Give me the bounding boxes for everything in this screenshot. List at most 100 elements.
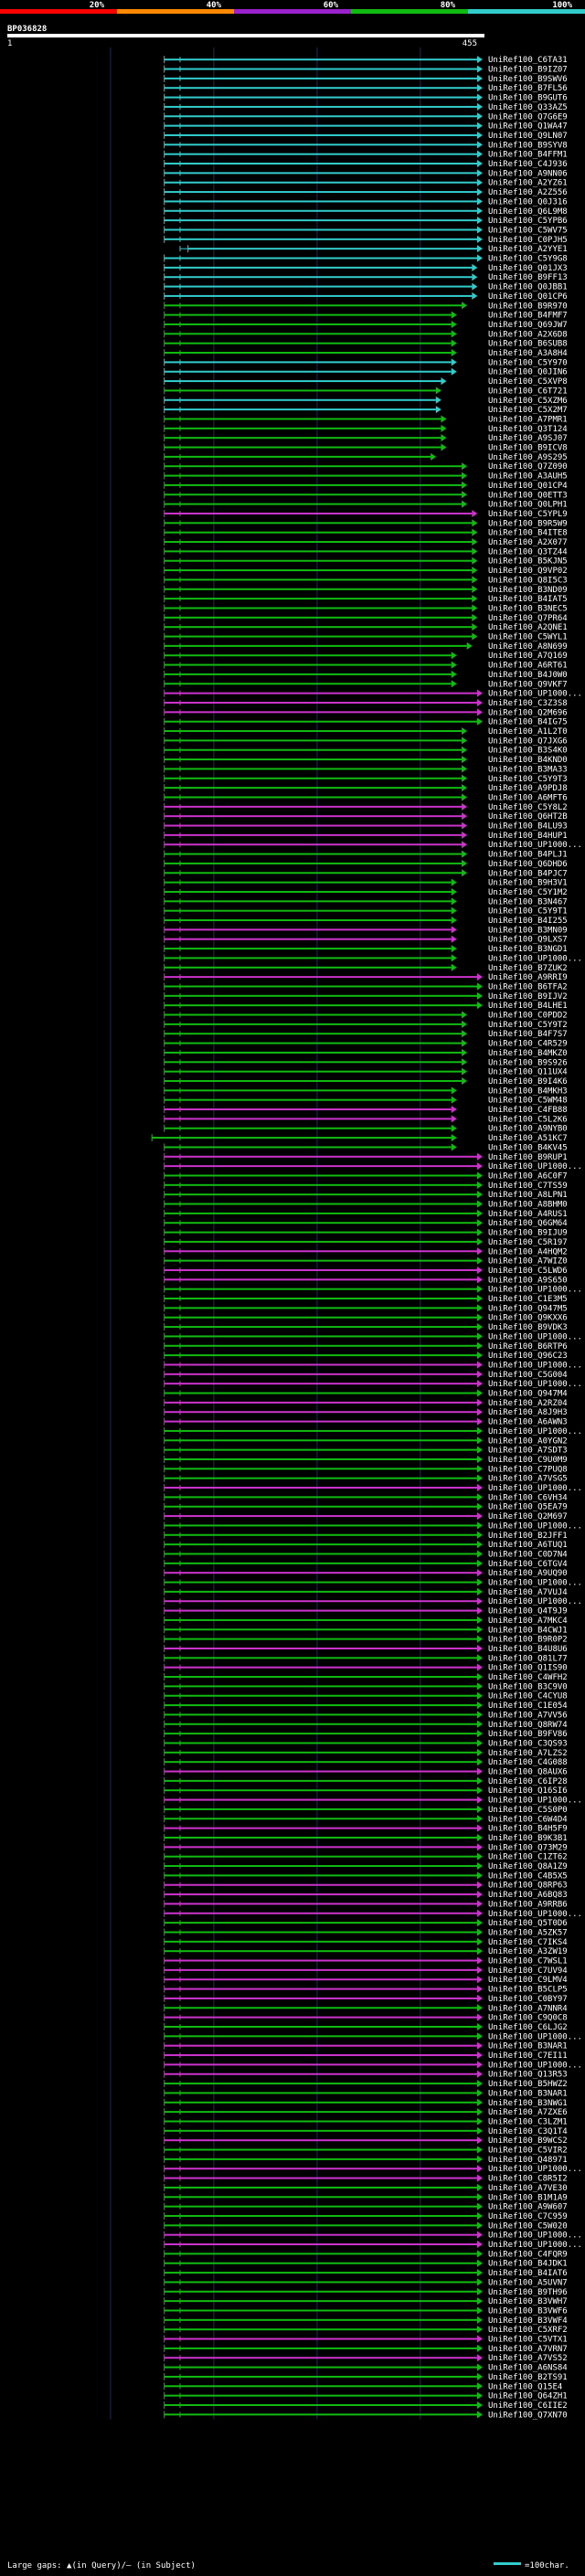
hit-label[interactable]: UniRef100_C6T721 [488,387,568,396]
hit-label[interactable]: UniRef100_Q6DHD6 [488,860,568,869]
hit-row[interactable]: UniRef100_C0BY97 [164,1994,568,2004]
hit-row[interactable]: UniRef100_Q48971 [164,2155,568,2165]
hit-row[interactable]: UniRef100_A0YGN2 [164,1436,568,1446]
hit-row[interactable]: UniRef100_C9LMV4 [164,1976,568,1985]
hit-label[interactable]: UniRef100_Q69JW7 [488,321,568,330]
hit-label[interactable]: UniRef100_C5WYL1 [488,633,568,642]
hit-label[interactable]: UniRef100_A7ZXE6 [488,2108,568,2117]
hit-label[interactable]: UniRef100_C9Q0C8 [488,2014,568,2023]
hit-row[interactable]: UniRef100_B9GUT6 [164,93,568,103]
hit-label[interactable]: UniRef100_A6MFT6 [488,793,568,802]
hit-label[interactable]: UniRef100_B9I4K6 [488,1077,568,1087]
hit-row[interactable]: UniRef100_A6C0F7 [164,1171,568,1181]
hit-row[interactable]: UniRef100_A9PDJ8 [164,784,568,793]
hit-row[interactable]: UniRef100_Q15E4 [164,2382,563,2391]
hit-row[interactable]: UniRef100_C8R5I2 [164,2174,568,2184]
hit-label[interactable]: UniRef100_A5UVN7 [488,2278,568,2287]
hit-label[interactable]: UniRef100_UP1000... [488,841,582,850]
hit-row[interactable]: UniRef100_B3ND09 [164,585,568,595]
hit-row[interactable]: UniRef100_B3MN09 [164,926,568,935]
hit-row[interactable]: UniRef100_B9RUP1 [164,1152,568,1162]
hit-label[interactable]: UniRef100_C6TGV4 [488,1560,568,1569]
hit-label[interactable]: UniRef100_A9S295 [488,453,568,462]
hit-label[interactable]: UniRef100_UP1000... [488,1484,582,1493]
hit-row[interactable]: UniRef100_B9SWV6 [164,74,568,84]
hit-row[interactable]: UniRef100_C5Y8L2 [164,802,568,812]
hit-label[interactable]: UniRef100_Q6L9M8 [488,207,568,217]
hit-label[interactable]: UniRef100_Q0ETT3 [488,491,568,500]
hit-label[interactable]: UniRef100_UP1000... [488,2032,582,2041]
hit-row[interactable]: UniRef100_Q1IS90 [164,1663,568,1673]
hit-label[interactable]: UniRef100_UP1000... [488,2241,582,2250]
hit-row[interactable]: UniRef100_A9UQ90 [164,1569,568,1578]
hit-label[interactable]: UniRef100_C9U0M9 [488,1456,568,1465]
hit-label[interactable]: UniRef100_C5LWD6 [488,1267,568,1276]
hit-row[interactable]: UniRef100_C0PJH5 [164,235,568,245]
hit-label[interactable]: UniRef100_A6RT61 [488,662,568,671]
hit-row[interactable]: UniRef100_A2YYE1 [179,245,568,254]
hit-row[interactable]: UniRef100_C3QS93 [164,1739,568,1748]
hit-row[interactable]: UniRef100_UP1000... [164,2231,582,2241]
hit-label[interactable]: UniRef100_Q7JXG6 [488,737,568,746]
hit-row[interactable]: UniRef100_B9FF13 [164,273,568,282]
hit-row[interactable]: UniRef100_B9IJV2 [164,991,568,1002]
hit-row[interactable]: UniRef100_B4FFM1 [164,150,568,160]
hit-row[interactable]: UniRef100_C6TA31 [164,56,568,65]
hit-row[interactable]: UniRef100_B4JDK1 [164,2259,568,2269]
hit-label[interactable]: UniRef100_A8LPN1 [488,1191,568,1200]
hit-row[interactable]: UniRef100_A2QNE1 [164,623,568,632]
hit-row[interactable]: UniRef100_A2Z556 [164,188,568,197]
hit-row[interactable]: UniRef100_Q13R53 [164,2070,568,2080]
hit-label[interactable]: UniRef100_B2JFF1 [488,1532,568,1541]
hit-label[interactable]: UniRef100_C6W4D4 [488,1815,568,1824]
hit-label[interactable]: UniRef100_B9FV86 [488,1730,568,1739]
hit-row[interactable]: UniRef100_UP1000... [164,2032,582,2041]
hit-row[interactable]: UniRef100_Q947M4 [164,1389,568,1399]
hit-row[interactable]: UniRef100_C5WYL1 [164,632,568,642]
hit-label[interactable]: UniRef100_Q3T124 [488,425,568,434]
hit-label[interactable]: UniRef100_B4LU93 [488,822,568,832]
hit-label[interactable]: UniRef100_A9W607 [488,2203,568,2212]
hit-label[interactable]: UniRef100_Q64ZH1 [488,2392,568,2401]
hit-label[interactable]: UniRef100_A7LZS2 [488,1749,568,1758]
hit-row[interactable]: UniRef100_UP1000... [164,1162,582,1171]
hit-label[interactable]: UniRef100_C5YPL9 [488,510,568,519]
hit-row[interactable]: UniRef100_A7VS52 [164,2354,568,2363]
hit-label[interactable]: UniRef100_B9R0P2 [488,1636,568,1645]
hit-label[interactable]: UniRef100_Q2M696 [488,708,568,717]
hit-label[interactable]: UniRef100_Q5T0D6 [488,1919,568,1928]
hit-label[interactable]: UniRef100_B4J0W0 [488,671,568,680]
hit-row[interactable]: UniRef100_A6AWN3 [164,1417,568,1427]
hit-label[interactable]: UniRef100_B4PLJ1 [488,851,568,860]
hit-label[interactable]: UniRef100_C4B5X5 [488,1871,568,1881]
hit-row[interactable]: UniRef100_C9Q0C8 [164,2013,568,2023]
hit-row[interactable]: UniRef100_A2YZ61 [164,178,568,188]
hit-label[interactable]: UniRef100_Q81L77 [488,1654,568,1663]
hit-row[interactable]: UniRef100_C7EI11 [164,2051,568,2061]
hit-label[interactable]: UniRef100_B9SWV6 [488,75,568,84]
hit-label[interactable]: UniRef100_A3A8H4 [488,349,568,358]
hit-row[interactable]: UniRef100_C4G088 [164,1758,568,1767]
hit-label[interactable]: UniRef100_C6TA31 [488,56,568,65]
hit-label[interactable]: UniRef100_B5CLP5 [488,1986,568,1995]
hit-row[interactable]: UniRef100_Q4T9J9 [164,1606,568,1617]
hit-label[interactable]: UniRef100_C3LZM1 [488,2117,568,2126]
hit-label[interactable]: UniRef100_C5R197 [488,1238,568,1247]
hit-row[interactable]: UniRef100_A7ZXE6 [164,2108,568,2117]
hit-row[interactable]: UniRef100_B4KV45 [164,1143,568,1152]
hit-label[interactable]: UniRef100_Q9LN07 [488,132,568,141]
hit-label[interactable]: UniRef100_B3MN09 [488,926,568,935]
hit-label[interactable]: UniRef100_B4KV45 [488,1143,568,1152]
hit-label[interactable]: UniRef100_UP1000... [488,1332,582,1341]
hit-row[interactable]: UniRef100_C5VIR2 [164,2146,568,2156]
hit-label[interactable]: UniRef100_A2X077 [488,538,568,547]
hit-label[interactable]: UniRef100_Q947M5 [488,1304,568,1313]
hit-label[interactable]: UniRef100_A2QNE1 [488,623,568,632]
hit-label[interactable]: UniRef100_B9GUT6 [488,94,568,103]
hit-row[interactable]: UniRef100_Q69JW7 [164,320,568,330]
hit-label[interactable]: UniRef100_A2X6D8 [488,330,568,339]
hit-label[interactable]: UniRef100_B4MKH3 [488,1087,568,1096]
hit-row[interactable]: UniRef100_UP1000... [164,1578,582,1588]
hit-row[interactable]: UniRef100_Q8RP63 [164,1881,568,1891]
hit-row[interactable]: UniRef100_A9W607 [164,2202,568,2212]
